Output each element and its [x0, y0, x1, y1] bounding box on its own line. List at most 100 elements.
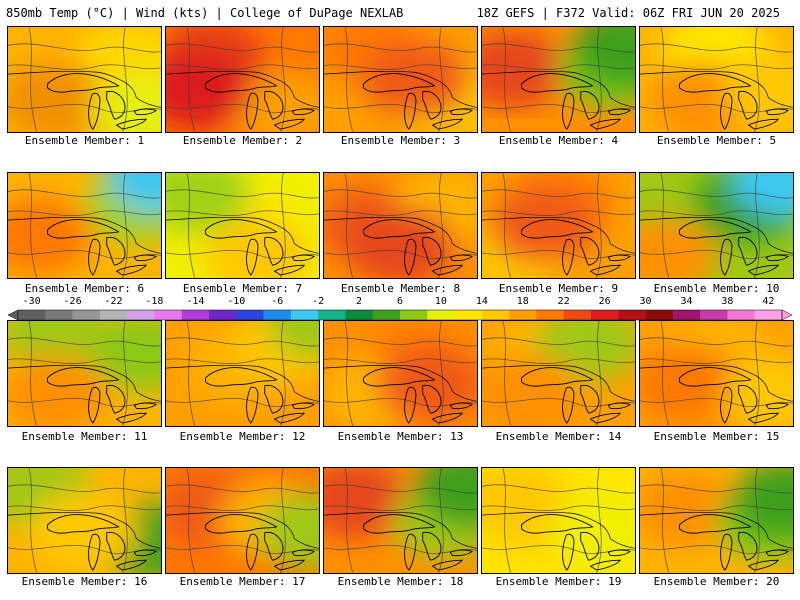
- colorbar-swatch: [536, 310, 565, 320]
- temperature-region: [640, 344, 741, 424]
- ensemble-map-panel: [481, 172, 636, 279]
- great-lake-outline: [291, 549, 315, 557]
- temperature-region: [264, 321, 319, 361]
- ensemble-map-panel: [639, 320, 794, 427]
- temperature-field-map: [8, 173, 161, 278]
- temperature-region: [640, 470, 741, 550]
- border-line: [282, 81, 319, 108]
- colorbar-swatch: [454, 310, 483, 320]
- border-line: [8, 216, 125, 229]
- border-line: [756, 375, 793, 402]
- height-contour: [166, 484, 319, 494]
- great-lake-outline: [246, 386, 259, 424]
- colorbar-max-arrow: [781, 309, 792, 321]
- height-contour: [640, 210, 793, 216]
- great-lake-outline: [88, 92, 101, 130]
- colorbar-swatch: [754, 310, 783, 320]
- temperature-region: [731, 173, 793, 218]
- temperature-field-map: [482, 321, 635, 426]
- border-line: [598, 375, 635, 402]
- great-lake-outline: [88, 386, 101, 424]
- height-contour: [640, 64, 793, 70]
- colorbar-swatch: [563, 310, 592, 320]
- great-lake-outline: [205, 219, 278, 239]
- great-lake-outline: [422, 531, 442, 561]
- temperature-colorbar: [8, 309, 792, 321]
- ensemble-map-panel: [165, 26, 320, 133]
- great-lake-outline: [404, 533, 417, 571]
- great-lake-outline: [521, 514, 594, 534]
- border-line: [640, 216, 757, 229]
- great-lake-outline: [205, 73, 278, 93]
- height-contour: [482, 210, 635, 216]
- border-line: [324, 364, 441, 377]
- height-contour: [482, 484, 635, 494]
- great-lake-outline: [291, 402, 315, 410]
- great-lake-outline: [273, 264, 306, 276]
- height-contour: [640, 484, 793, 494]
- header: 850mb Temp (°C) | Wind (kts) | College o…: [0, 0, 800, 24]
- temperature-field-map: [640, 321, 793, 426]
- colorbar-tick-label: 34: [680, 296, 693, 307]
- colorbar-swatch: [18, 310, 46, 320]
- great-lake-outline: [747, 118, 780, 130]
- great-lake-outline: [363, 219, 436, 239]
- border-line: [124, 375, 161, 402]
- great-lake-outline: [264, 236, 284, 266]
- great-lake-outline: [88, 238, 101, 276]
- ensemble-map-panel: [323, 467, 478, 574]
- border-line: [8, 364, 125, 377]
- height-contour: [482, 43, 635, 53]
- great-lake-outline: [607, 549, 631, 557]
- ensemble-map-panel: [481, 26, 636, 133]
- great-lake-outline: [747, 264, 780, 276]
- great-lake-outline: [205, 367, 278, 387]
- ensemble-map-panel: [639, 467, 794, 574]
- temperature-region: [376, 344, 477, 424]
- ensemble-map-panel: [323, 26, 478, 133]
- height-contour: [640, 337, 793, 347]
- great-lake-outline: [449, 549, 473, 557]
- great-lake-outline: [133, 108, 157, 116]
- height-contour: [640, 43, 793, 53]
- colorbar-tick-label: -26: [63, 296, 82, 307]
- ensemble-member-label: Ensemble Member: 14: [495, 430, 622, 443]
- great-lake-outline: [363, 514, 436, 534]
- temperature-field-map: [8, 468, 161, 573]
- temperature-region: [106, 173, 161, 213]
- colorbar-swatch: [427, 310, 455, 320]
- great-lake-outline: [521, 219, 594, 239]
- border-line: [166, 511, 283, 524]
- great-lake-outline: [106, 90, 126, 120]
- border-line: [324, 70, 441, 83]
- great-lake-outline: [738, 531, 758, 561]
- border-line: [440, 227, 477, 254]
- great-lake-outline: [404, 92, 417, 130]
- border-line: [124, 81, 161, 108]
- temperature-region: [731, 468, 793, 539]
- ensemble-map-panel: [7, 26, 162, 133]
- great-lake-outline: [738, 90, 758, 120]
- border-line: [756, 81, 793, 108]
- great-lake-outline: [589, 559, 622, 571]
- great-lake-outline: [363, 73, 436, 93]
- great-lake-outline: [246, 92, 259, 130]
- temperature-field-map: [324, 27, 477, 132]
- temperature-field-map: [640, 468, 793, 573]
- temperature-field-map: [8, 321, 161, 426]
- great-lake-outline: [720, 533, 733, 571]
- great-lake-outline: [765, 549, 789, 557]
- border-line: [482, 364, 599, 377]
- ensemble-map-panel: [7, 172, 162, 279]
- border-line: [482, 70, 599, 83]
- temperature-region: [91, 321, 161, 392]
- great-lake-outline: [521, 73, 594, 93]
- great-lake-outline: [449, 402, 473, 410]
- colorbar-tick-label: 38: [721, 296, 734, 307]
- border-line: [166, 364, 283, 377]
- ensemble-member-label: Ensemble Member: 20: [653, 575, 780, 588]
- temperature-region: [257, 491, 319, 571]
- height-contour: [8, 189, 161, 199]
- ensemble-member-label: Ensemble Member: 3: [340, 134, 461, 147]
- great-lake-outline: [133, 549, 157, 557]
